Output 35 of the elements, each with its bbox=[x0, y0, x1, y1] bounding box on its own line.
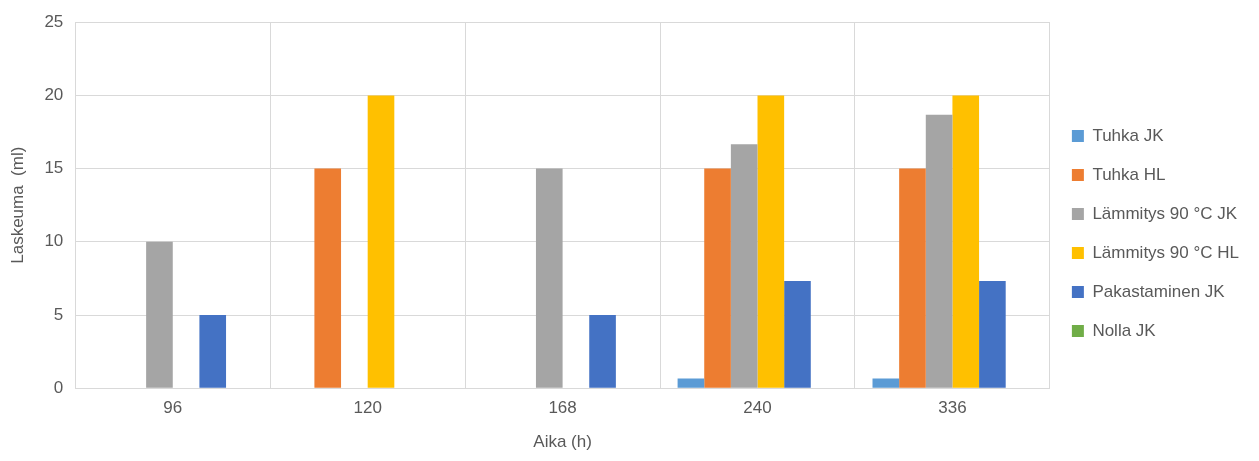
bar bbox=[589, 315, 616, 388]
bar bbox=[872, 378, 900, 388]
legend-label: Pakastaminen JK bbox=[1092, 281, 1226, 301]
y-tick-label: 20 bbox=[44, 85, 64, 105]
bar bbox=[979, 280, 1006, 388]
bar bbox=[199, 315, 227, 388]
bar bbox=[704, 168, 731, 388]
x-tick-label: 96 bbox=[163, 398, 183, 418]
x-tick-label: 168 bbox=[548, 398, 577, 418]
legend-label: Tuhka HL bbox=[1092, 164, 1166, 184]
y-tick-label: 5 bbox=[53, 304, 64, 324]
y-tick-label: 25 bbox=[44, 11, 64, 31]
y-tick-label: 10 bbox=[44, 231, 64, 251]
bar bbox=[677, 378, 705, 388]
bar bbox=[899, 168, 926, 388]
bar bbox=[146, 241, 173, 388]
legend-label: Lämmitys 90 °C HL bbox=[1092, 242, 1240, 262]
bar bbox=[367, 95, 395, 388]
bar bbox=[952, 95, 980, 388]
legend-label: Tuhka JK bbox=[1092, 125, 1165, 145]
bar bbox=[757, 95, 785, 388]
x-tick-label: 120 bbox=[353, 398, 382, 418]
y-tick-label: 0 bbox=[53, 377, 64, 397]
y-axis-title: Laskeuma (ml) bbox=[7, 146, 27, 264]
bar bbox=[925, 114, 953, 388]
bar bbox=[314, 168, 342, 388]
legend-label: Lämmitys 90 °C JK bbox=[1092, 203, 1238, 223]
y-tick-label: 15 bbox=[44, 158, 64, 178]
bar bbox=[784, 280, 811, 388]
x-axis-title: Aika (h) bbox=[533, 432, 592, 452]
x-tick-label: 240 bbox=[743, 398, 772, 418]
legend-label: Nolla JK bbox=[1092, 320, 1157, 340]
bar bbox=[535, 168, 563, 388]
bar bbox=[730, 144, 758, 388]
x-tick-label: 336 bbox=[938, 398, 967, 418]
